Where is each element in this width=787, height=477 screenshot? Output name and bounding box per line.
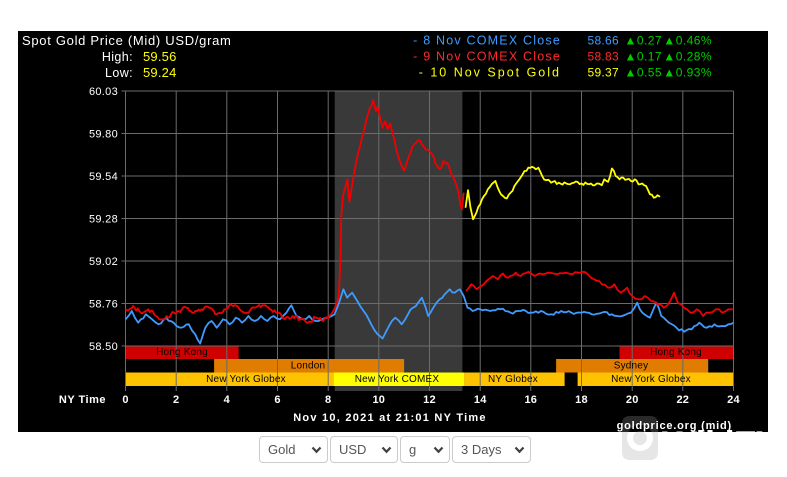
svg-text:60.03: 60.03	[89, 86, 118, 98]
svg-text:New York COMEX: New York COMEX	[355, 374, 440, 385]
svg-text:10: 10	[372, 394, 385, 406]
svg-text:▲0.93%: ▲0.93%	[663, 66, 712, 80]
svg-text:20: 20	[626, 394, 639, 406]
svg-text:New York Globex: New York Globex	[206, 374, 286, 385]
svg-text:59.02: 59.02	[89, 256, 118, 268]
svg-text:8: 8	[325, 394, 331, 406]
svg-text:▲0.28%: ▲0.28%	[663, 50, 712, 64]
svg-text:58.76: 58.76	[89, 299, 118, 311]
svg-text:12: 12	[423, 394, 436, 406]
svg-text:New York Globex: New York Globex	[611, 374, 691, 385]
svg-text:Nov 10, 2021 at 21:01 NY Time: Nov 10, 2021 at 21:01 NY Time	[293, 412, 487, 424]
svg-text:18: 18	[575, 394, 588, 406]
svg-text:59.54: 59.54	[89, 171, 118, 183]
svg-text:6: 6	[274, 394, 280, 406]
svg-text:▲0.55: ▲0.55	[625, 66, 662, 80]
svg-text:Spot Gold Price (Mid) USD/gram: Spot Gold Price (Mid) USD/gram	[22, 33, 232, 48]
svg-text:NY Globex: NY Globex	[488, 374, 538, 385]
svg-text:▲0.46%: ▲0.46%	[663, 34, 712, 48]
svg-text:2: 2	[173, 394, 179, 406]
svg-text:Hong Kong: Hong Kong	[156, 347, 208, 358]
svg-text:▲0.17: ▲0.17	[625, 50, 662, 64]
svg-text:59.37: 59.37	[587, 66, 619, 80]
svg-text:59.56: 59.56	[143, 49, 177, 64]
svg-text:High:: High:	[102, 50, 133, 64]
svg-text:14: 14	[474, 394, 487, 406]
svg-text:- 9 Nov COMEX Close: - 9 Nov COMEX Close	[413, 50, 561, 64]
svg-text:- 10 Nov Spot Gold: - 10 Nov Spot Gold	[419, 66, 561, 80]
svg-text:24: 24	[727, 394, 740, 406]
svg-text:59.24: 59.24	[143, 65, 177, 80]
svg-text:WikiFX: WikiFX	[662, 432, 780, 464]
svg-text:0: 0	[122, 394, 128, 406]
svg-text:58.66: 58.66	[587, 34, 619, 48]
svg-text:Hong Kong: Hong Kong	[650, 347, 702, 358]
svg-text:- 8 Nov COMEX Close: - 8 Nov COMEX Close	[413, 34, 561, 48]
svg-text:London: London	[291, 361, 326, 372]
svg-text:goldprice.org (mid): goldprice.org (mid)	[617, 420, 732, 432]
svg-text:NY Time: NY Time	[59, 394, 106, 406]
svg-text:59.80: 59.80	[89, 129, 118, 141]
svg-text:22: 22	[676, 394, 689, 406]
svg-text:59.28: 59.28	[89, 214, 118, 226]
svg-text:16: 16	[524, 394, 537, 406]
svg-text:58.50: 58.50	[89, 341, 118, 353]
svg-text:4: 4	[224, 394, 231, 406]
svg-text:58.83: 58.83	[587, 50, 619, 64]
svg-text:Sydney: Sydney	[614, 361, 649, 372]
svg-text:▲0.27: ▲0.27	[625, 34, 662, 48]
svg-text:Low:: Low:	[105, 66, 133, 80]
